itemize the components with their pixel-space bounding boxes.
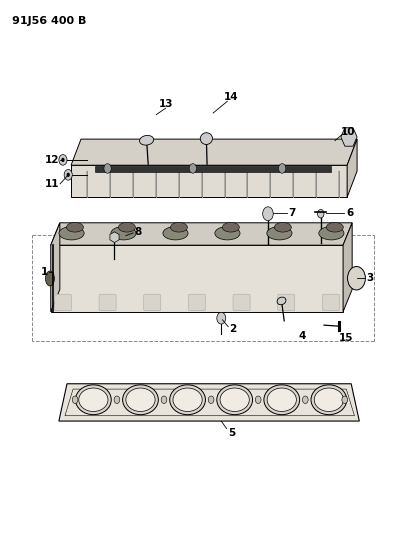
Polygon shape: [65, 389, 354, 416]
Circle shape: [216, 312, 225, 324]
Circle shape: [262, 207, 273, 221]
Circle shape: [341, 396, 347, 403]
FancyBboxPatch shape: [143, 294, 160, 311]
FancyBboxPatch shape: [322, 294, 339, 311]
Circle shape: [114, 396, 119, 403]
Text: 91J56 400 B: 91J56 400 B: [12, 16, 86, 26]
Ellipse shape: [122, 385, 158, 415]
Ellipse shape: [79, 388, 108, 411]
Ellipse shape: [222, 222, 239, 232]
Ellipse shape: [216, 385, 252, 415]
Ellipse shape: [214, 227, 239, 240]
Polygon shape: [342, 223, 351, 312]
Text: 2: 2: [228, 324, 236, 334]
Circle shape: [72, 396, 78, 403]
Polygon shape: [59, 384, 358, 421]
Text: 11: 11: [45, 179, 59, 189]
Ellipse shape: [220, 388, 249, 411]
Text: 5: 5: [227, 428, 234, 438]
Circle shape: [161, 396, 166, 403]
Ellipse shape: [139, 135, 153, 145]
Ellipse shape: [169, 385, 205, 415]
Ellipse shape: [266, 388, 296, 411]
Ellipse shape: [45, 271, 54, 286]
Ellipse shape: [266, 227, 291, 240]
FancyBboxPatch shape: [188, 294, 205, 311]
Ellipse shape: [274, 222, 291, 232]
Text: 4: 4: [298, 331, 305, 341]
Circle shape: [189, 164, 196, 173]
Circle shape: [61, 158, 64, 162]
Text: 1: 1: [41, 267, 48, 277]
Ellipse shape: [126, 388, 155, 411]
Text: 8: 8: [134, 227, 141, 237]
Ellipse shape: [170, 222, 187, 232]
Text: 7: 7: [288, 208, 295, 218]
Ellipse shape: [318, 227, 343, 240]
Ellipse shape: [310, 385, 346, 415]
Ellipse shape: [162, 227, 188, 240]
Polygon shape: [71, 139, 356, 165]
Circle shape: [66, 173, 70, 177]
Text: 13: 13: [158, 99, 173, 109]
Ellipse shape: [173, 388, 202, 411]
Circle shape: [208, 396, 213, 403]
Ellipse shape: [313, 388, 343, 411]
Polygon shape: [51, 223, 60, 312]
Polygon shape: [340, 128, 356, 146]
FancyBboxPatch shape: [54, 294, 71, 311]
Text: 14: 14: [224, 92, 238, 102]
Circle shape: [255, 396, 260, 403]
Ellipse shape: [111, 227, 136, 240]
Polygon shape: [346, 139, 356, 197]
Ellipse shape: [326, 222, 343, 232]
Circle shape: [302, 396, 307, 403]
Circle shape: [64, 169, 72, 180]
Ellipse shape: [66, 222, 83, 232]
Ellipse shape: [263, 385, 299, 415]
Ellipse shape: [118, 222, 135, 232]
Circle shape: [317, 209, 323, 218]
Circle shape: [347, 266, 364, 290]
Text: 6: 6: [345, 208, 353, 218]
Ellipse shape: [200, 133, 212, 144]
Text: 3: 3: [365, 273, 372, 283]
Bar: [95, 166, 330, 172]
Circle shape: [59, 155, 67, 165]
Circle shape: [278, 164, 285, 173]
Ellipse shape: [59, 227, 84, 240]
FancyBboxPatch shape: [99, 294, 116, 311]
Polygon shape: [71, 165, 346, 197]
FancyBboxPatch shape: [232, 294, 249, 311]
Polygon shape: [51, 223, 351, 245]
Text: 10: 10: [340, 127, 355, 137]
Text: 12: 12: [45, 155, 59, 165]
Polygon shape: [110, 232, 119, 243]
Ellipse shape: [75, 385, 111, 415]
Polygon shape: [51, 245, 342, 312]
Text: 15: 15: [338, 334, 352, 343]
Ellipse shape: [277, 297, 285, 305]
Circle shape: [104, 164, 111, 173]
FancyBboxPatch shape: [277, 294, 294, 311]
